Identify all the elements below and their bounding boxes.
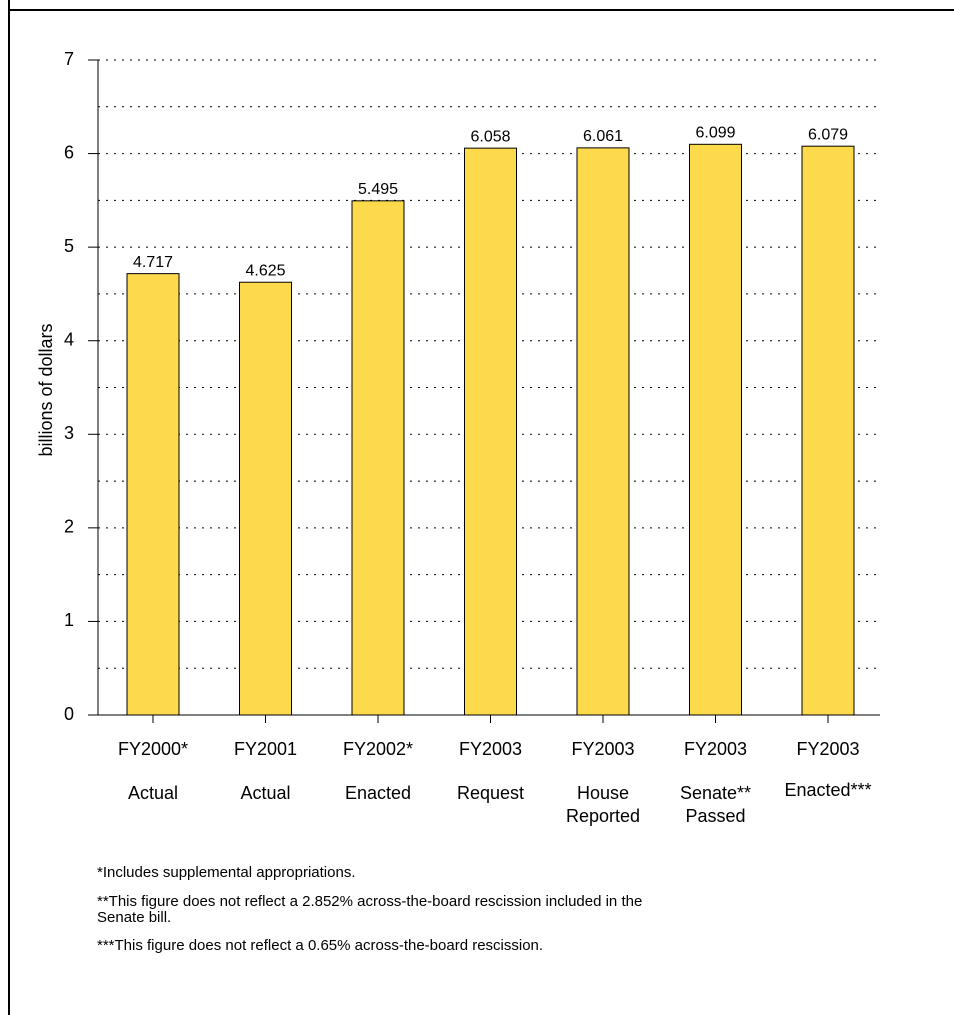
- bar: [239, 281, 292, 716]
- x-tick-label: Senate**: [680, 783, 751, 803]
- value-label: 6.061: [583, 128, 623, 145]
- x-tick-label: FY2003: [796, 739, 859, 759]
- y-tick-label: 7: [64, 49, 74, 69]
- footnote: Senate bill.: [97, 909, 171, 926]
- x-tick-label: FY2001: [234, 739, 297, 759]
- bar: [689, 143, 742, 716]
- x-tick-label: FY2003: [684, 739, 747, 759]
- bar: [801, 145, 855, 716]
- footnote: ***This figure does not reflect a 0.65% …: [97, 937, 543, 954]
- x-tick-label: Request: [457, 783, 524, 803]
- value-label: 4.625: [245, 262, 285, 279]
- value-label: 5.495: [358, 181, 398, 198]
- x-tick-label: House: [577, 783, 629, 803]
- y-tick-label: 5: [64, 236, 74, 256]
- x-tick-label: Reported: [566, 806, 640, 826]
- x-tick-label: Passed: [685, 806, 745, 826]
- bar: [464, 147, 517, 716]
- footnote: *Includes supplemental appropriations.: [97, 864, 356, 881]
- x-tick-label: Enacted: [345, 783, 411, 803]
- x-tick-label: Actual: [240, 783, 290, 803]
- value-label: 4.717: [133, 254, 173, 271]
- y-tick-label: 2: [64, 517, 74, 537]
- x-tick-label: FY2000*: [118, 739, 188, 759]
- y-tick-label: 1: [64, 610, 74, 630]
- y-tick-label: 0: [64, 704, 74, 724]
- bar: [351, 200, 405, 716]
- x-tick-label: FY2003: [459, 739, 522, 759]
- footnote: **This figure does not reflect a 2.852% …: [97, 893, 642, 910]
- x-tick-label: FY2003: [571, 739, 634, 759]
- value-label: 6.079: [808, 126, 848, 143]
- x-tick-label: FY2002*: [343, 739, 413, 759]
- bar: [126, 273, 180, 716]
- y-tick-label: 6: [64, 142, 74, 162]
- x-tick-label: Enacted***: [784, 780, 871, 800]
- y-tick-label: 3: [64, 423, 74, 443]
- value-label: 6.058: [470, 128, 510, 145]
- y-axis-label: billions of dollars: [36, 323, 56, 456]
- bar: [576, 147, 630, 716]
- x-tick-label: Actual: [128, 783, 178, 803]
- value-label: 6.099: [695, 125, 735, 142]
- y-tick-label: 4: [64, 329, 74, 349]
